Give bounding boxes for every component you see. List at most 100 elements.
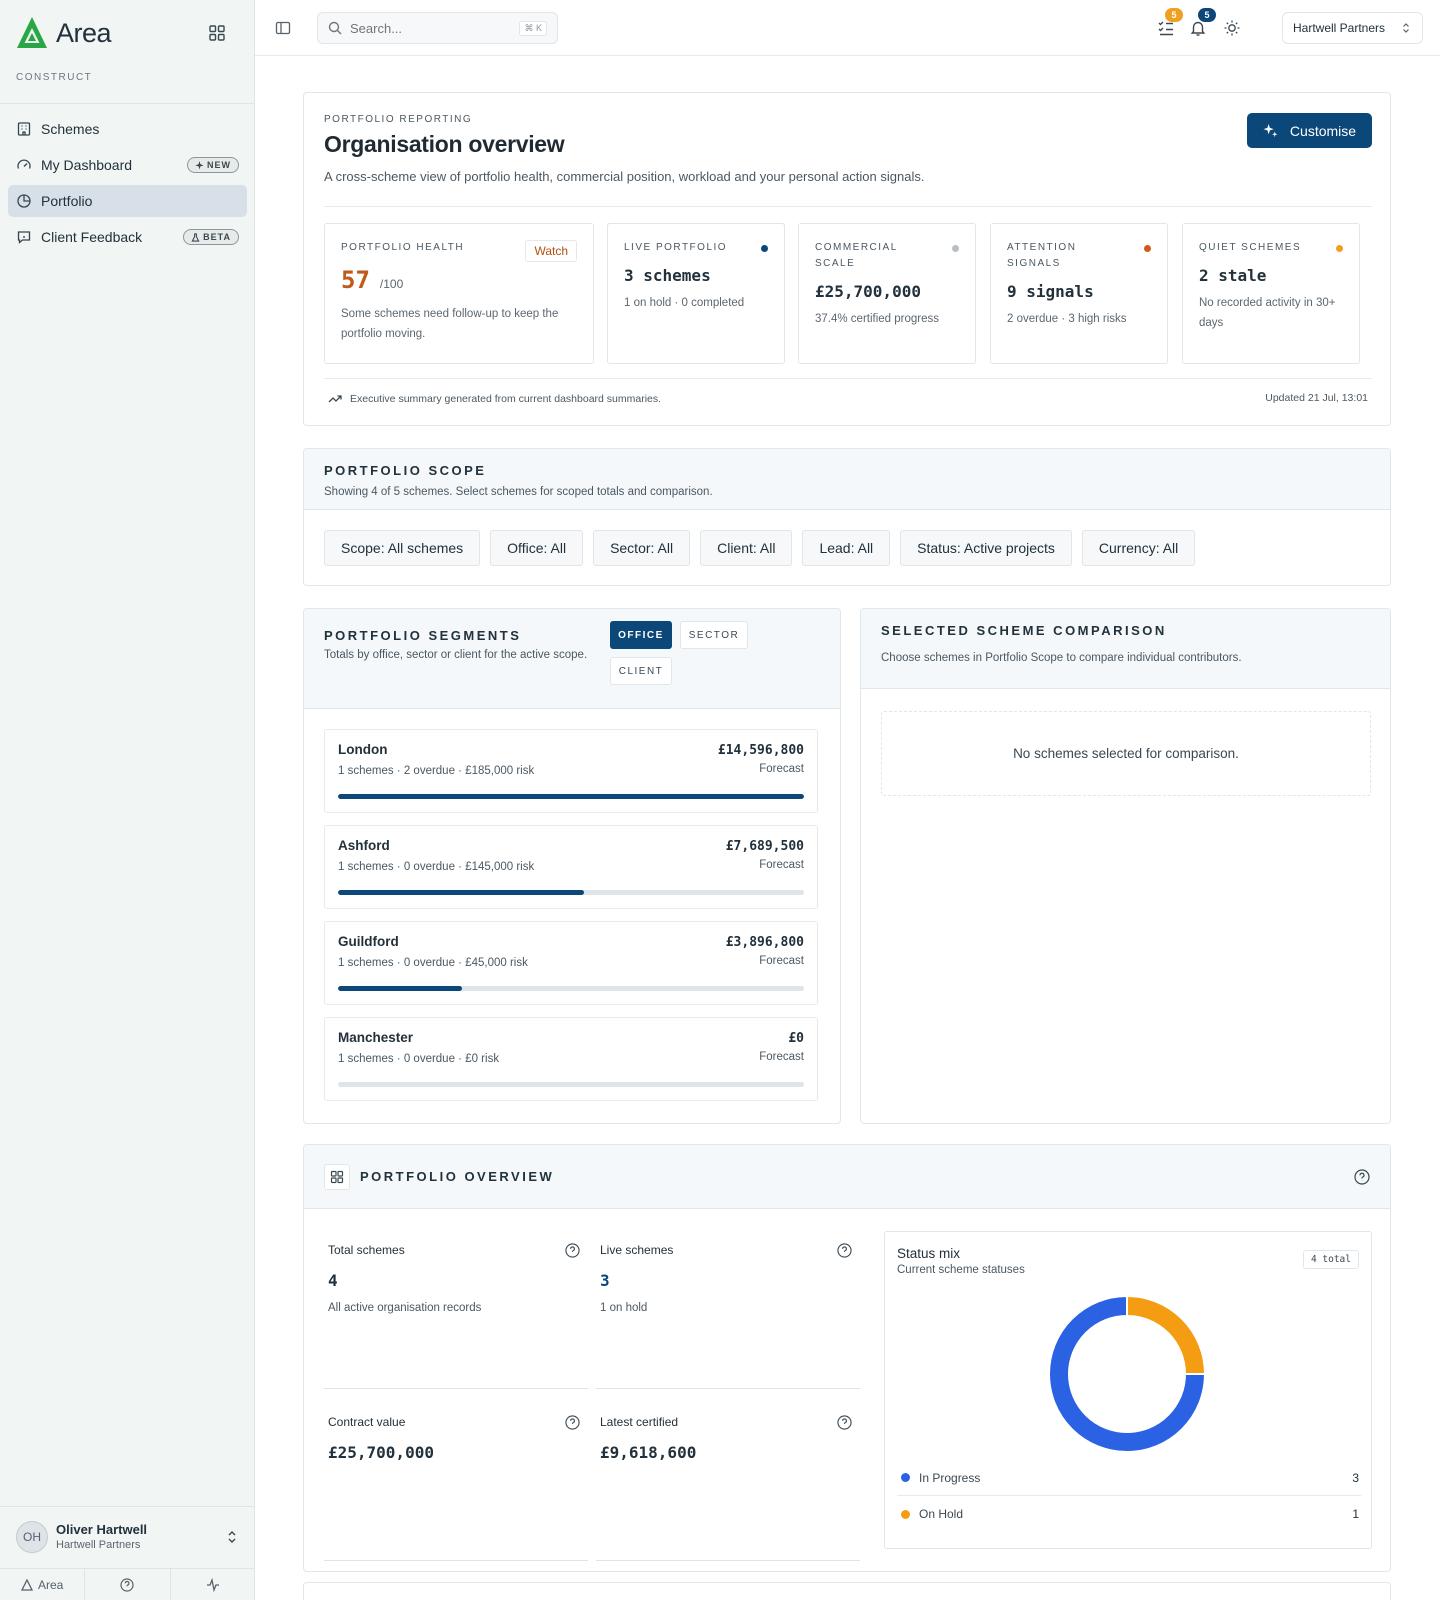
building-icon [17,122,31,136]
status-mix-total: 4 total [1302,1250,1359,1269]
segment-name: Ashford [338,838,390,853]
status-mix-card: Status mix Current scheme statuses 4 tot… [884,1231,1372,1549]
segment-row[interactable]: Manchester 1 schemes · 0 overdue · £0 ri… [324,1017,818,1101]
page-title: Organisation overview [324,131,565,157]
sidebar-item-label: Client Feedback [41,229,143,245]
scheme-comparison-card: SELECTED SCHEME COMPARISON Choose scheme… [860,608,1391,1124]
layout-grid-icon [324,1163,350,1190]
segment-tab-office[interactable]: OFFICE [610,621,672,649]
portfolio-health-card: PORTFOLIO HEALTH Watch 57 /100 Some sche… [324,223,594,364]
segment-amount: £3,896,800 [725,935,804,950]
segment-row[interactable]: Ashford 1 schemes · 0 overdue · £145,000… [324,825,818,909]
theme-toggle-button[interactable] [1223,19,1241,37]
health-note: Some schemes need follow-up to keep the … [341,308,559,340]
section-title: PORTFOLIO SEGMENTS [324,628,522,643]
metric-sub: All active organisation records [328,1302,482,1314]
filter-office[interactable]: Office: All [490,530,584,566]
activity-icon [206,1577,219,1592]
health-status-badge: Watch [525,240,577,262]
sidebar-item-client-feedback[interactable]: Client Feedback BETA [8,221,247,253]
kpi-card-live-portfolio: LIVE PORTFOLIO 3 schemes 1 on hold · 0 c… [607,223,785,364]
notifications-button[interactable] [1189,19,1207,37]
segment-amount-label: Forecast [759,955,804,967]
notifications-count-badge: 5 [1198,8,1216,22]
filter-client[interactable]: Client: All [700,530,793,566]
scope-filters: Scope: All schemes Office: All Sector: A… [324,530,1196,566]
user-info: Oliver Hartwell Hartwell Partners [56,1522,225,1551]
segment-tab-client[interactable]: CLIENT [610,657,672,685]
sidebar-item-label: Schemes [41,121,100,137]
kpi-sub: No recorded activity in 30+ days [1199,297,1336,329]
chevrons-up-down-icon [1403,23,1409,33]
filter-lead[interactable]: Lead: All [802,530,891,566]
segment-meta: 1 schemes · 0 overdue · £45,000 risk [338,957,528,969]
segment-name: Manchester [338,1030,414,1045]
trending-up-icon [328,395,342,403]
help-circle-icon [120,1577,135,1592]
search-input[interactable] [350,20,520,36]
kpi-value: 3 schemes [624,266,711,285]
legend-item-on-hold: On Hold 1 [897,1496,1361,1532]
footer-help-button[interactable] [85,1569,171,1600]
footer-area-link[interactable]: Area [0,1569,86,1600]
organisation-select[interactable]: Hartwell Partners [1282,12,1423,44]
filter-sector[interactable]: Sector: All [593,530,691,566]
search-box[interactable]: ⌘ K [317,12,558,44]
area-logo-icon [17,17,47,48]
kpi-card-commercial-scale: COMMERCIAL SCALE £25,700,000 37.4% certi… [798,223,976,364]
donut-slice-on-hold [1126,1294,1207,1375]
list-checks-icon [1158,21,1173,36]
brand-name: Area [56,17,112,48]
metric-live-schemes: Live schemes 3 1 on hold [596,1231,860,1389]
metric-total-schemes: Total schemes 4 All active organisation … [324,1231,588,1389]
comparison-header: SELECTED SCHEME COMPARISON Choose scheme… [861,609,1390,689]
apps-grid-icon[interactable] [208,24,228,44]
help-circle-icon[interactable] [1354,1169,1370,1185]
help-circle-icon[interactable] [565,1415,580,1430]
segment-progress-fill [338,890,584,895]
customise-button[interactable]: Customise [1247,113,1372,148]
sparkles-icon [1263,123,1278,138]
segment-row[interactable]: Guildford 1 schemes · 0 overdue · £45,00… [324,921,818,1005]
tasks-button[interactable] [1157,19,1175,37]
kpi-sub: 2 overdue · 3 high risks [1007,313,1127,325]
footer-activity-button[interactable] [171,1569,255,1600]
segment-progress-track [338,794,804,799]
beta-badge: BETA [183,229,239,245]
segment-progress-track [338,986,804,991]
segment-name: Guildford [338,934,399,949]
sidebar-item-my-dashboard[interactable]: My Dashboard NEW [8,149,247,181]
brand[interactable]: Area [16,16,112,50]
sidebar-item-label: My Dashboard [41,157,133,173]
status-dot [952,245,959,252]
help-circle-icon[interactable] [837,1415,852,1430]
gauge-icon [17,159,31,169]
status-mix-subtitle: Current scheme statuses [897,1264,1025,1276]
portfolio-overview-header: PORTFOLIO OVERVIEW [304,1145,1390,1209]
user-org: Hartwell Partners [56,1539,141,1551]
divider [324,378,1372,379]
kpi-sub: 37.4% certified progress [815,313,940,325]
kpi-value: 9 signals [1007,282,1094,301]
kpi-label: COMMERCIAL SCALE [815,242,898,269]
bell-icon [1190,21,1206,36]
page-description: A cross-scheme view of portfolio health,… [324,169,925,184]
filter-currency[interactable]: Currency: All [1081,530,1196,566]
metric-value: £9,618,600 [600,1443,697,1462]
segment-row[interactable]: London 1 schemes · 2 overdue · £185,000 … [324,729,818,813]
flask-icon [191,232,200,242]
legend-value: 1 [1352,1507,1359,1521]
filter-status[interactable]: Status: Active projects [900,530,1072,566]
portfolio-scope-card: PORTFOLIO SCOPE Showing 4 of 5 schemes. … [303,448,1391,586]
status-dot [761,245,768,252]
sidebar-item-portfolio[interactable]: Portfolio [8,185,247,217]
filter-scope[interactable]: Scope: All schemes [324,530,481,566]
help-circle-icon[interactable] [565,1243,580,1258]
user-menu[interactable]: OH Oliver Hartwell Hartwell Partners [0,1506,255,1566]
summary-note-text: Executive summary generated from current… [350,393,662,405]
segment-tab-sector[interactable]: SECTOR [680,621,748,649]
kpi-label: QUIET SCHEMES [1199,242,1302,253]
sidebar-item-schemes[interactable]: Schemes [8,113,247,145]
sidebar-toggle-icon[interactable] [275,20,291,36]
help-circle-icon[interactable] [837,1243,852,1258]
